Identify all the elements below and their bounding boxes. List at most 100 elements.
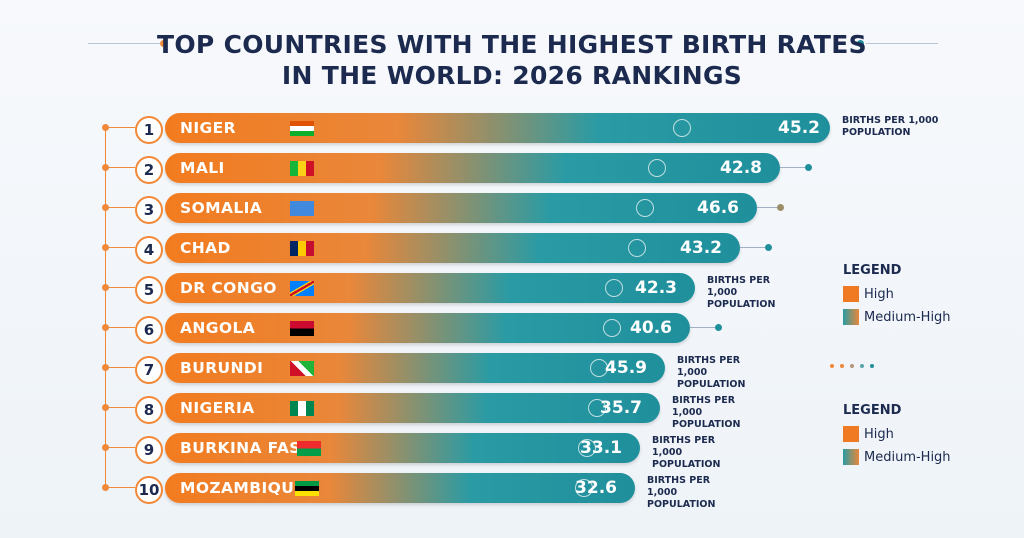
flag [290, 201, 314, 216]
ranking-row: 5 DR CONGO 42.3 BIRTHS PER 1,000 POPULATION [0, 273, 1024, 310]
bar: MALI 42.8 [165, 153, 780, 183]
icon [647, 159, 666, 177]
connector [105, 487, 135, 488]
connector-dot [805, 164, 812, 171]
legend-label: High [864, 286, 894, 302]
connector-dot [777, 204, 784, 211]
bar: DR CONGO 42.3 [165, 273, 695, 303]
birth-rate: 40.6 [630, 318, 672, 338]
legend: LEGEND High Medium-High [843, 403, 951, 472]
flag [290, 241, 314, 256]
rank-badge: 10 [135, 476, 163, 504]
icon [575, 479, 593, 497]
bar: MOZAMBIQUE 32.6 [165, 473, 635, 503]
bar: NIGER 45.2 [165, 113, 830, 143]
flag [295, 481, 319, 496]
bar: BURKINA FASO 33.1 [165, 433, 640, 463]
country-name: CHAD [180, 239, 231, 257]
timeline-dot [102, 484, 109, 491]
unit-label: BIRTHS PER 1,000 POPULATION [652, 435, 721, 470]
ranking-row: 6 ANGOLA 40.6 [0, 313, 1024, 344]
flag [290, 361, 314, 376]
timeline-dot [102, 164, 109, 171]
decoration [88, 43, 160, 44]
timeline-dot [102, 404, 109, 411]
legend-item: High [843, 286, 951, 302]
icon [605, 279, 623, 297]
rank-badge: 1 [135, 116, 163, 144]
connector [105, 207, 135, 208]
flag [290, 121, 314, 136]
ranking-row: 10 MOZAMBIQUE 32.6 BIRTHS PER 1,000 POPULAT… [0, 473, 1024, 510]
connector [105, 167, 135, 168]
rank-badge: 3 [135, 196, 163, 224]
rank-badge: 8 [135, 396, 163, 424]
decoration [840, 364, 844, 368]
connector [105, 367, 135, 368]
bar: BURUNDI 45.9 [165, 353, 665, 383]
icon [602, 319, 621, 337]
decoration [860, 364, 864, 368]
unit-label: BIRTHS PER 1,000 POPULATION [842, 115, 939, 138]
timeline [105, 128, 106, 488]
connector-dot [765, 244, 772, 251]
unit-label: BIRTHS PER 1,000 POPULATION [677, 355, 746, 390]
legend-title: LEGEND [843, 403, 902, 418]
ranking-row: 8 NIGERIA 35.7 BIRTHS PER 1,000 POPULATION [0, 393, 1024, 430]
connector [740, 247, 765, 248]
birth-rate: 33.1 [580, 438, 622, 458]
connector [757, 207, 777, 208]
country-name: NIGER [180, 119, 236, 137]
title: TOP COUNTRIES WITH THE HIGHEST BIRTH RAT… [157, 30, 867, 59]
bar: ANGOLA 40.6 [165, 313, 690, 343]
decoration [857, 40, 864, 47]
flag [290, 321, 314, 336]
birth-rate: 32.6 [575, 478, 617, 498]
country-name: ANGOLA [180, 319, 256, 337]
ranking-row: 3 SOMALIA 46.6 [0, 193, 1024, 224]
icon [587, 399, 606, 417]
ranking-row: 2 MALI 42.8 [0, 153, 1024, 184]
country-name: SOMALIA [180, 199, 263, 217]
icon [627, 239, 646, 257]
connector [105, 247, 135, 248]
country-name: BURKINA FASO [180, 439, 315, 457]
title: IN THE WORLD: 2026 RANKINGS [281, 61, 743, 90]
legend: LEGEND High Medium-High [843, 263, 951, 332]
icon [590, 359, 608, 377]
legend-swatch [843, 449, 859, 465]
birth-rate: 45.9 [605, 358, 647, 378]
legend-swatch [843, 286, 859, 302]
rank-badge: 9 [135, 436, 163, 464]
legend-title: LEGEND [843, 263, 902, 278]
unit-label: BIRTHS PER 1,000 POPULATION [647, 475, 716, 510]
connector [105, 287, 135, 288]
decoration [866, 43, 938, 44]
birth-rate: 42.3 [635, 278, 677, 298]
birth-rate: 35.7 [600, 398, 642, 418]
timeline-dot [102, 244, 109, 251]
timeline-dot [102, 204, 109, 211]
icon [577, 439, 596, 457]
decoration [850, 364, 854, 368]
timeline-dot [102, 124, 109, 131]
ranking-row: 9 BURKINA FASO 33.1 BIRTHS PER 1,000 POPULA… [0, 433, 1024, 470]
connector [780, 167, 805, 168]
legend-item: Medium-High [843, 449, 951, 465]
connector [690, 327, 715, 328]
decoration [160, 40, 167, 47]
timeline-dot [102, 444, 109, 451]
legend-label: Medium-High [864, 309, 951, 325]
birth-rate: 43.2 [680, 238, 722, 258]
legend-label: High [864, 426, 894, 442]
country-name: BURUNDI [180, 359, 264, 377]
rank-badge: 5 [135, 276, 163, 304]
legend-swatch [843, 426, 859, 442]
timeline-dot [102, 284, 109, 291]
birth-rate: 45.2 [778, 118, 820, 138]
decoration [870, 364, 874, 368]
rank-badge: 2 [135, 156, 163, 184]
rank-badge: 4 [135, 236, 163, 264]
flag [290, 401, 314, 416]
